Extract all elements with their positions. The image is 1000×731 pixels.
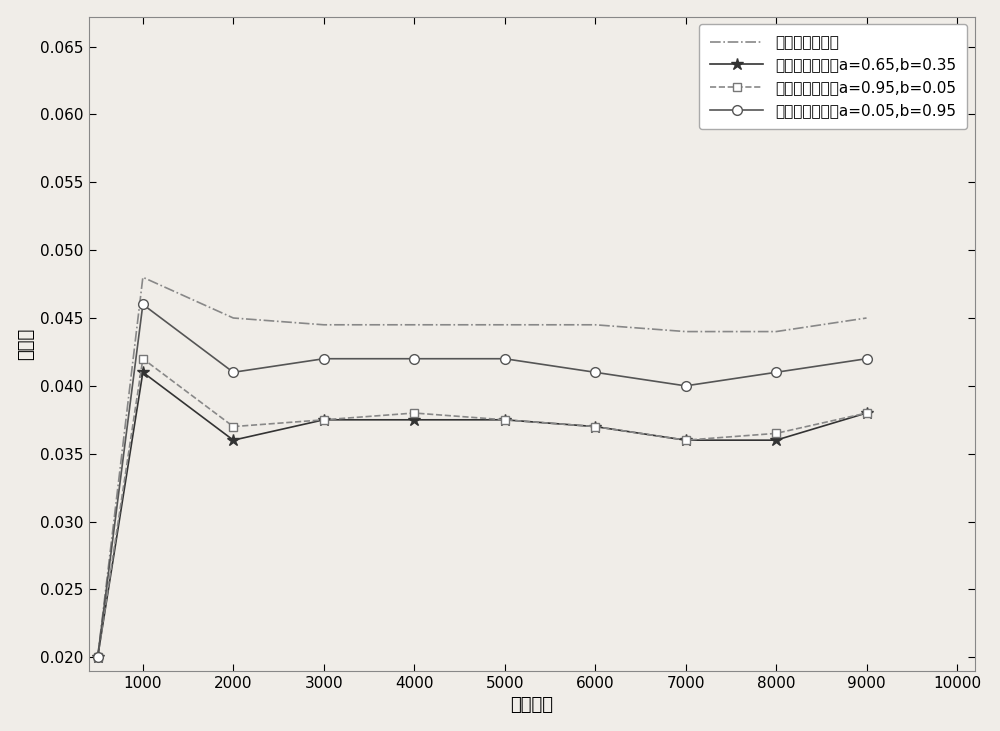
优先级固定不变 <box>227 314 239 322</box>
Y-axis label: 丢包率: 丢包率 <box>17 327 35 360</box>
优先级设定时取a=0.05,b=0.95 <box>770 368 782 376</box>
优先级设定时取a=0.65,b=0.35 <box>92 653 104 662</box>
优先级固定不变 <box>589 320 601 329</box>
优先级设定时取a=0.95,b=0.05 <box>92 653 104 662</box>
优先级设定时取a=0.05,b=0.95 <box>861 355 873 363</box>
优先级设定时取a=0.95,b=0.05 <box>770 429 782 438</box>
优先级固定不变 <box>92 653 104 662</box>
优先级设定时取a=0.05,b=0.95 <box>680 382 692 390</box>
优先级设定时取a=0.95,b=0.05 <box>589 423 601 431</box>
Line: 优先级设定时取a=0.65,b=0.35: 优先级设定时取a=0.65,b=0.35 <box>91 366 873 664</box>
优先级设定时取a=0.65,b=0.35 <box>589 423 601 431</box>
优先级设定时取a=0.95,b=0.05 <box>861 409 873 417</box>
优先级设定时取a=0.65,b=0.35 <box>770 436 782 444</box>
优先级设定时取a=0.05,b=0.95 <box>227 368 239 376</box>
Line: 优先级设定时取a=0.95,b=0.05: 优先级设定时取a=0.95,b=0.05 <box>93 355 871 662</box>
优先级设定时取a=0.05,b=0.95 <box>137 300 149 308</box>
Line: 优先级固定不变: 优先级固定不变 <box>98 277 867 657</box>
优先级设定时取a=0.05,b=0.95 <box>318 355 330 363</box>
X-axis label: 请求次数: 请求次数 <box>510 697 553 714</box>
优先级设定时取a=0.05,b=0.95 <box>589 368 601 376</box>
优先级设定时取a=0.65,b=0.35 <box>680 436 692 444</box>
优先级固定不变 <box>499 320 511 329</box>
优先级固定不变 <box>408 320 420 329</box>
优先级设定时取a=0.95,b=0.05 <box>318 415 330 424</box>
优先级固定不变 <box>137 273 149 281</box>
优先级固定不变 <box>861 314 873 322</box>
优先级设定时取a=0.65,b=0.35 <box>227 436 239 444</box>
优先级设定时取a=0.05,b=0.95 <box>499 355 511 363</box>
优先级设定时取a=0.65,b=0.35 <box>318 415 330 424</box>
优先级固定不变 <box>770 327 782 336</box>
优先级设定时取a=0.95,b=0.05 <box>227 423 239 431</box>
优先级设定时取a=0.65,b=0.35 <box>137 368 149 376</box>
Line: 优先级设定时取a=0.05,b=0.95: 优先级设定时取a=0.05,b=0.95 <box>93 300 871 662</box>
优先级设定时取a=0.95,b=0.05 <box>408 409 420 417</box>
优先级设定时取a=0.65,b=0.35 <box>499 415 511 424</box>
Legend: 优先级固定不变, 优先级设定时取a=0.65,b=0.35, 优先级设定时取a=0.95,b=0.05, 优先级设定时取a=0.05,b=0.95: 优先级固定不变, 优先级设定时取a=0.65,b=0.35, 优先级设定时取a=… <box>699 24 967 129</box>
优先级设定时取a=0.95,b=0.05 <box>680 436 692 444</box>
优先级设定时取a=0.05,b=0.95 <box>408 355 420 363</box>
优先级固定不变 <box>318 320 330 329</box>
优先级固定不变 <box>680 327 692 336</box>
优先级设定时取a=0.95,b=0.05 <box>137 355 149 363</box>
优先级设定时取a=0.05,b=0.95 <box>92 653 104 662</box>
优先级设定时取a=0.65,b=0.35 <box>408 415 420 424</box>
优先级设定时取a=0.65,b=0.35 <box>861 409 873 417</box>
优先级设定时取a=0.95,b=0.05 <box>499 415 511 424</box>
